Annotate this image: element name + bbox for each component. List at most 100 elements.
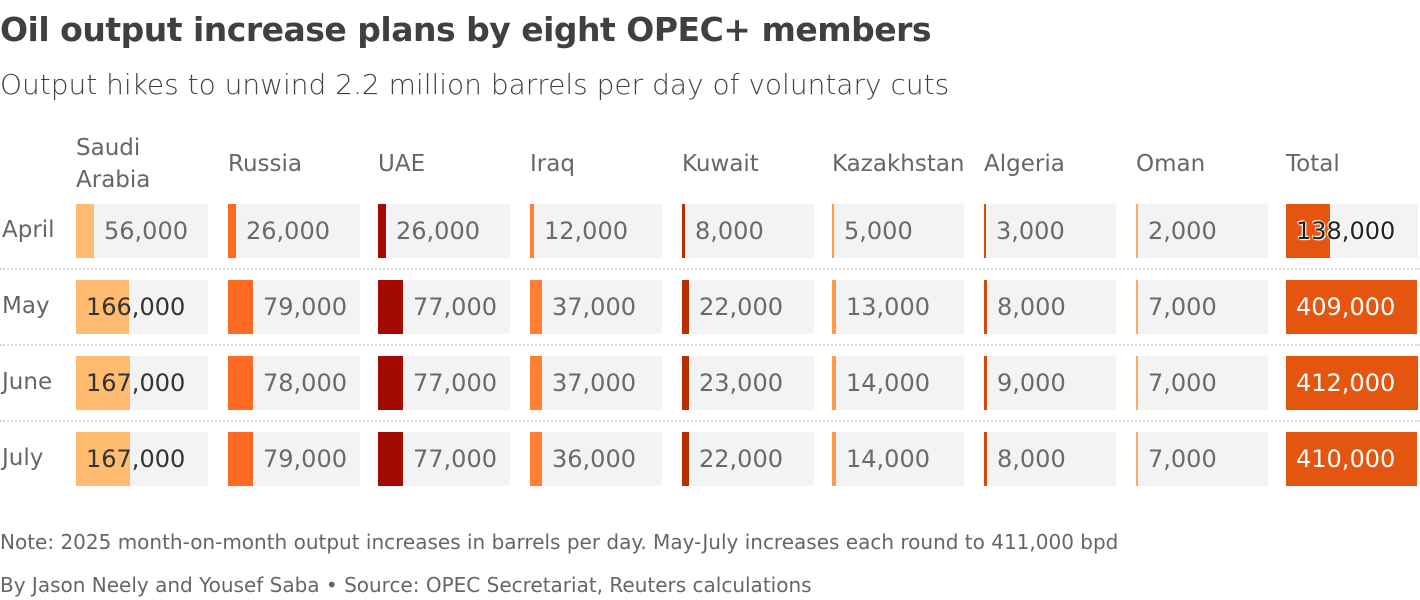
value-label: 9,000 [997,369,1066,397]
value-label: 78,000 [263,369,347,397]
value-bar [832,280,836,334]
value-bar [682,356,689,410]
value-label: 14,000 [846,445,930,473]
value-label: 8,000 [997,445,1066,473]
value-label: 12,000 [544,217,628,245]
value-cell: 7,000 [1136,432,1268,486]
value-bar [228,280,253,334]
value-cell: 26,000 [228,204,360,258]
value-cell: 3,000 [984,204,1116,258]
value-cell: 79,000 [228,432,360,486]
value-bar [984,432,987,486]
chart-title: Oil output increase plans by eight OPEC+… [0,10,932,49]
value-bar [1136,204,1138,258]
value-bar [682,204,685,258]
value-bar [378,432,403,486]
row-label: June [2,369,53,395]
value-bar [832,356,836,410]
value-cell: 37,000 [530,280,662,334]
chart-subtitle: Output hikes to unwind 2.2 million barre… [0,68,950,101]
value-bar [682,432,689,486]
value-label: 7,000 [1148,369,1217,397]
value-cell: 8,000 [984,432,1116,486]
value-cell: 77,000 [378,356,510,410]
value-bar [682,280,689,334]
value-bar [530,280,542,334]
value-label: 56,000 [104,217,188,245]
value-bar [378,356,403,410]
value-cell: 26,000 [378,204,510,258]
value-bar [228,432,253,486]
value-label: 409,000 [1296,293,1396,321]
value-bar [832,204,834,258]
value-bar [378,204,386,258]
row-label: July [2,445,44,471]
value-label: 8,000 [695,217,764,245]
value-cell: 12,000 [530,204,662,258]
value-label: 167,000 [86,369,186,397]
row-divider [0,268,1420,270]
value-bar [984,204,986,258]
value-cell: 166,000 [76,280,208,334]
value-cell: 14,000 [832,356,964,410]
value-bar [378,280,403,334]
footnote: Note: 2025 month-on-month output increas… [0,530,1119,554]
value-bar [76,280,129,334]
value-bar [1136,356,1138,410]
value-bar [76,356,130,410]
value-cell: 412,000 [1286,356,1418,410]
value-cell: 167,000 [76,356,208,410]
value-cell: 2,000 [1136,204,1268,258]
value-bar [984,356,987,410]
value-label: 7,000 [1148,293,1217,321]
row-label: April [2,217,55,243]
value-bar [76,432,130,486]
value-bar [1136,280,1138,334]
value-cell: 22,000 [682,280,814,334]
value-label: 22,000 [699,293,783,321]
value-bar [1286,356,1418,410]
value-bar [76,204,94,258]
value-label: 8,000 [997,293,1066,321]
value-label: 13,000 [846,293,930,321]
value-label: 26,000 [246,217,330,245]
value-label: 77,000 [413,445,497,473]
column-header: Algeria [984,151,1065,177]
column-header: UAE [378,151,426,177]
value-label: 167,000 [86,445,186,473]
value-cell: 138,000 [1286,204,1418,258]
column-header: Total [1286,151,1340,177]
value-label: 79,000 [263,293,347,321]
source-line: By Jason Neely and Yousef Saba • Source:… [0,573,812,597]
value-label: 37,000 [552,369,636,397]
value-cell: 167,000 [76,432,208,486]
column-header: Kuwait [682,151,759,177]
column-header: Kazakhstan [832,151,965,177]
value-bar [530,432,542,486]
value-label: 22,000 [699,445,783,473]
value-cell: 8,000 [984,280,1116,334]
value-label: 2,000 [1148,217,1217,245]
value-bar [228,356,253,410]
value-cell: 23,000 [682,356,814,410]
value-cell: 7,000 [1136,356,1268,410]
value-cell: 7,000 [1136,280,1268,334]
value-bar [228,204,236,258]
value-bar [832,432,836,486]
row-label: May [2,293,50,319]
value-cell: 14,000 [832,432,964,486]
value-bar [1286,204,1330,258]
row-divider [0,344,1420,346]
value-bar [1286,280,1417,334]
value-bar [984,280,987,334]
value-label: 77,000 [413,369,497,397]
value-label: 23,000 [699,369,783,397]
value-label: 166,000 [86,293,186,321]
value-cell: 37,000 [530,356,662,410]
value-cell: 13,000 [832,280,964,334]
value-cell: 5,000 [832,204,964,258]
value-bar [530,204,534,258]
row-divider [0,420,1420,422]
value-label: 410,000 [1296,445,1396,473]
value-cell: 77,000 [378,432,510,486]
